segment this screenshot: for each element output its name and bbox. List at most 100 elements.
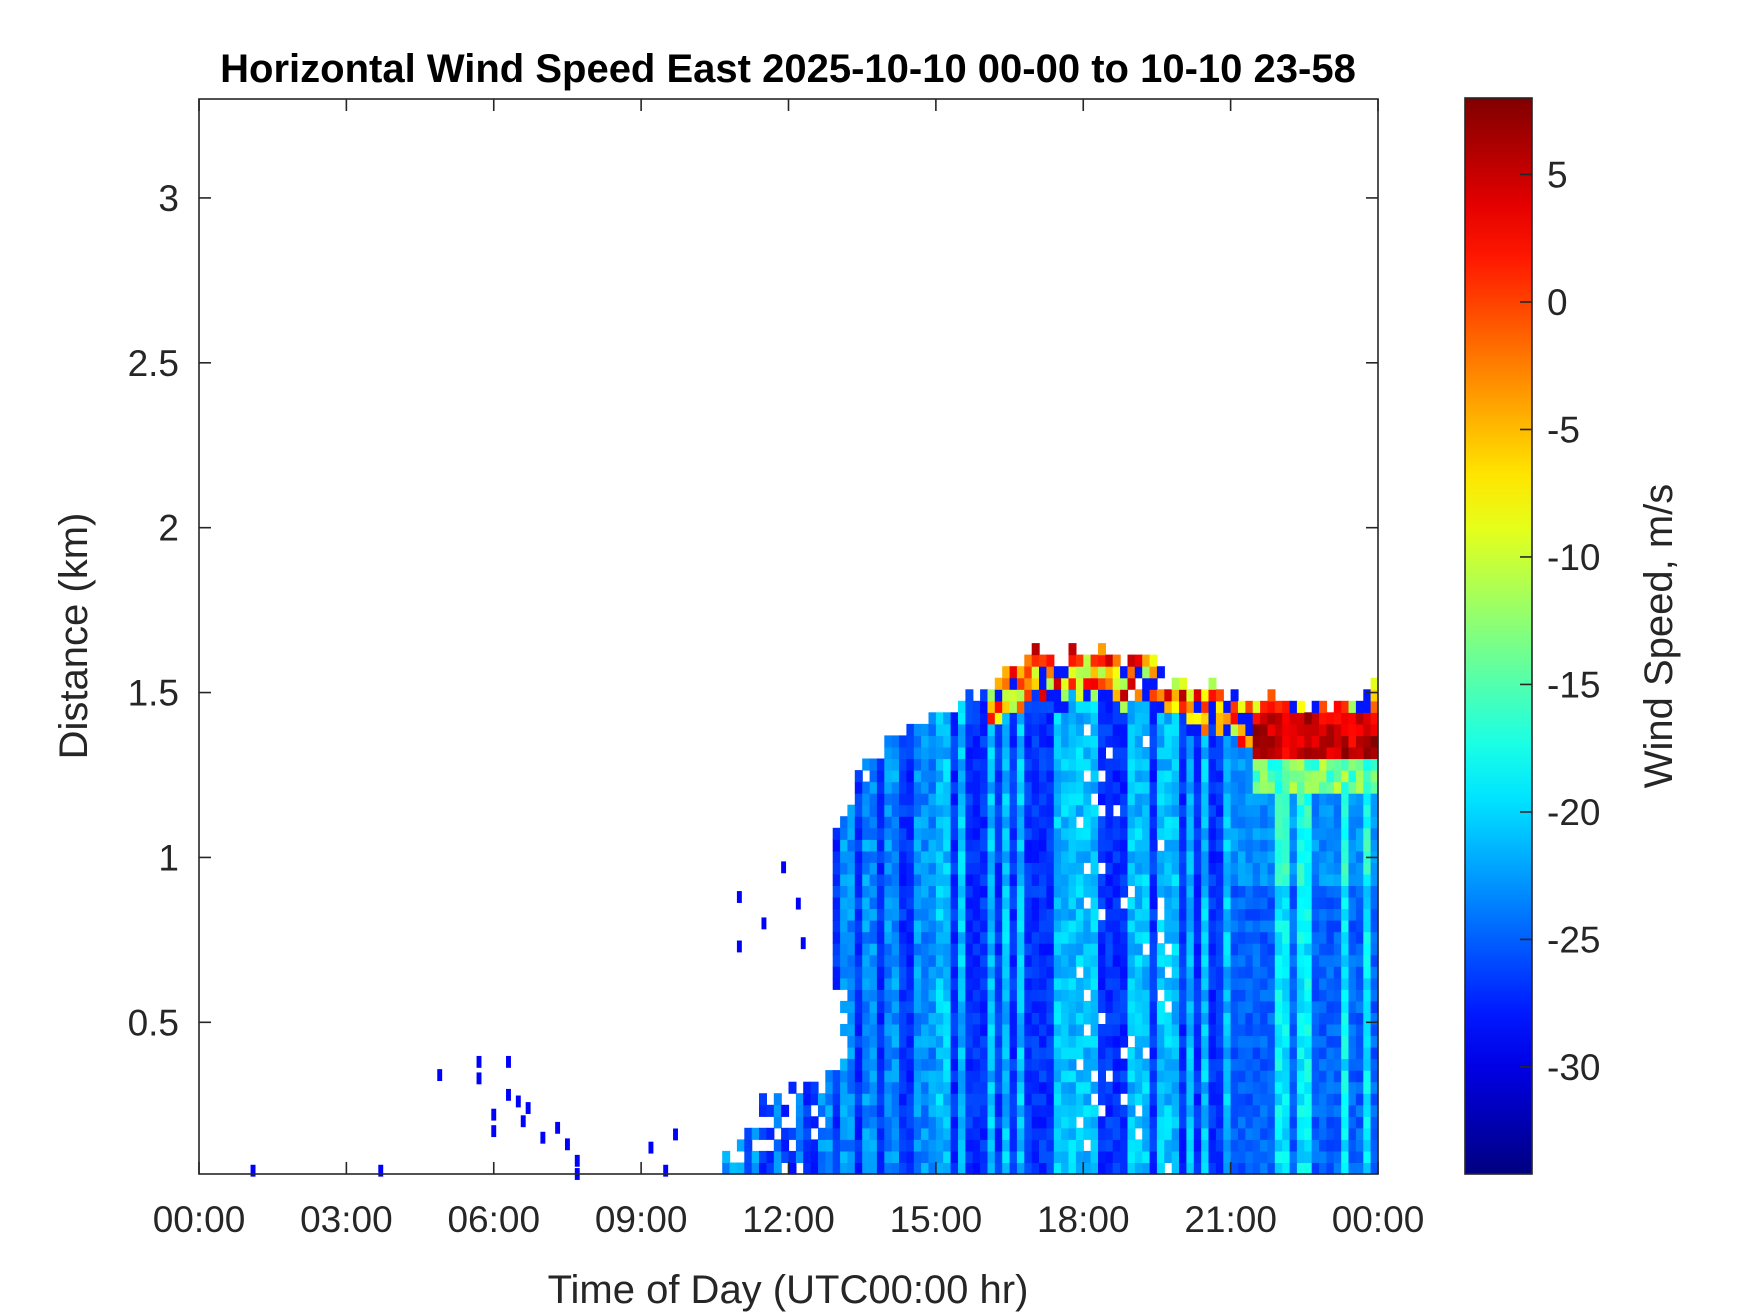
heatmap-cell: [1341, 862, 1350, 875]
heatmap-cell: [987, 1116, 996, 1129]
heatmap-cell: [1193, 758, 1202, 771]
heatmap-cell: [1238, 977, 1246, 990]
heatmap-cell: [1171, 1012, 1180, 1025]
heatmap-cell: [1127, 723, 1136, 736]
heatmap-cell: [1098, 885, 1106, 898]
heatmap-cell: [847, 816, 856, 829]
heatmap-cell: [1201, 770, 1210, 783]
heatmap-cell: [1098, 897, 1106, 910]
heatmap-cell: [1326, 862, 1335, 875]
heatmap-cell: [1193, 700, 1202, 713]
heatmap-cell: [1186, 862, 1195, 875]
heatmap-cell: [1289, 850, 1298, 863]
heatmap-cell: [1112, 920, 1121, 933]
heatmap-cell: [847, 1012, 856, 1025]
heatmap-cell: [1238, 1035, 1246, 1048]
heatmap-cell: [1127, 735, 1136, 748]
heatmap-cell: [1282, 954, 1291, 967]
heatmap-cell: [869, 1058, 878, 1071]
heatmap-cell: [1031, 954, 1040, 967]
heatmap-cell: [1016, 1127, 1025, 1140]
heatmap-cell: [1149, 1081, 1158, 1094]
heatmap-cell: [1164, 897, 1173, 910]
heatmap-cell: [965, 1162, 974, 1175]
heatmap-cell: [1171, 1000, 1180, 1013]
heatmap-cell: [1319, 954, 1328, 967]
heatmap-cell: [980, 758, 989, 771]
heatmap-cell: [1363, 770, 1372, 783]
heatmap-cell: [935, 1012, 944, 1025]
heatmap-cell: [994, 1104, 1003, 1117]
heatmap-cell: [1267, 1024, 1276, 1037]
heatmap-cell: [1274, 1081, 1283, 1094]
heatmap-cell: [840, 1127, 849, 1140]
heatmap-cell: [1002, 816, 1011, 829]
heatmap-cell: [913, 1070, 922, 1083]
heatmap-cell: [1112, 1116, 1121, 1129]
heatmap-cell: [972, 1058, 981, 1071]
heatmap-cell: [1105, 1104, 1114, 1117]
heatmap-cell: [1252, 1116, 1261, 1129]
heatmap-cell: [847, 1047, 856, 1060]
heatmap-cell: [1193, 1012, 1202, 1025]
heatmap-cell: [1319, 1104, 1328, 1117]
heatmap-cell: [1319, 850, 1328, 863]
heatmap-cell: [1296, 1081, 1305, 1094]
heatmap-cell: [1260, 954, 1269, 967]
heatmap-cell: [899, 735, 907, 748]
heatmap-cell: [1193, 908, 1202, 921]
heatmap-cell: [1171, 943, 1180, 956]
heatmap-cell: [1016, 827, 1025, 840]
heatmap-cell: [1149, 954, 1158, 967]
heatmap-cell: [935, 1058, 944, 1071]
heatmap-cell: [1142, 897, 1151, 910]
heatmap-cell: [1201, 1127, 1210, 1140]
heatmap-cell: [980, 1139, 989, 1152]
heatmap-cell: [1370, 1162, 1379, 1175]
heatmap-cell: [1370, 839, 1379, 852]
heatmap-cell: [1112, 689, 1121, 702]
heatmap-cell: [1068, 885, 1077, 898]
heatmap-cell: [1024, 816, 1033, 829]
heatmap-cell: [1245, 908, 1254, 921]
heatmap-cell: [1075, 677, 1084, 690]
heatmap-cell: [1171, 977, 1180, 990]
heatmap-cell: [935, 1139, 944, 1152]
heatmap-cell: [1075, 954, 1084, 967]
heatmap-cell: [1009, 908, 1018, 921]
heatmap-cell: [1267, 943, 1276, 956]
heatmap-cell: [1289, 747, 1298, 760]
heatmap-cell: [1186, 897, 1195, 910]
heatmap-cell: [935, 1047, 944, 1060]
heatmap-cell: [1120, 816, 1129, 829]
heatmap-cell: [1289, 1081, 1298, 1094]
heatmap-cell: [1311, 770, 1320, 783]
heatmap-cell: [980, 943, 989, 956]
heatmap-cell: [943, 1081, 952, 1094]
heatmap-cell: [965, 1058, 974, 1071]
heatmap-cell: [1053, 931, 1062, 944]
heatmap-cell: [1002, 1127, 1011, 1140]
heatmap-cell: [1260, 989, 1269, 1002]
heatmap-cell: [1112, 677, 1121, 690]
heatmap-cell: [1098, 931, 1106, 944]
heatmap-cell: [1046, 1024, 1055, 1037]
heatmap-cell: [958, 793, 966, 806]
heatmap-cell: [1238, 1012, 1246, 1025]
heatmap-cell: [884, 816, 893, 829]
heatmap-cell: [1333, 966, 1342, 979]
heatmap-cell: [1370, 793, 1379, 806]
heatmap-cell: [1304, 966, 1313, 979]
heatmap-cell: [958, 989, 966, 1002]
heatmap-cell: [1164, 747, 1173, 760]
heatmap-cell: [1083, 735, 1092, 748]
heatmap-cell: [1208, 1024, 1217, 1037]
heatmap-cell: [1090, 1012, 1099, 1025]
heatmap-cell: [1068, 723, 1077, 736]
heatmap-cell: [1215, 1047, 1224, 1060]
heatmap-cell: [958, 1150, 966, 1163]
heatmap-cell: [1274, 1093, 1283, 1106]
heatmap-cell: [1223, 966, 1232, 979]
heatmap-cell: [1075, 989, 1084, 1002]
heatmap-cell: [980, 977, 989, 990]
